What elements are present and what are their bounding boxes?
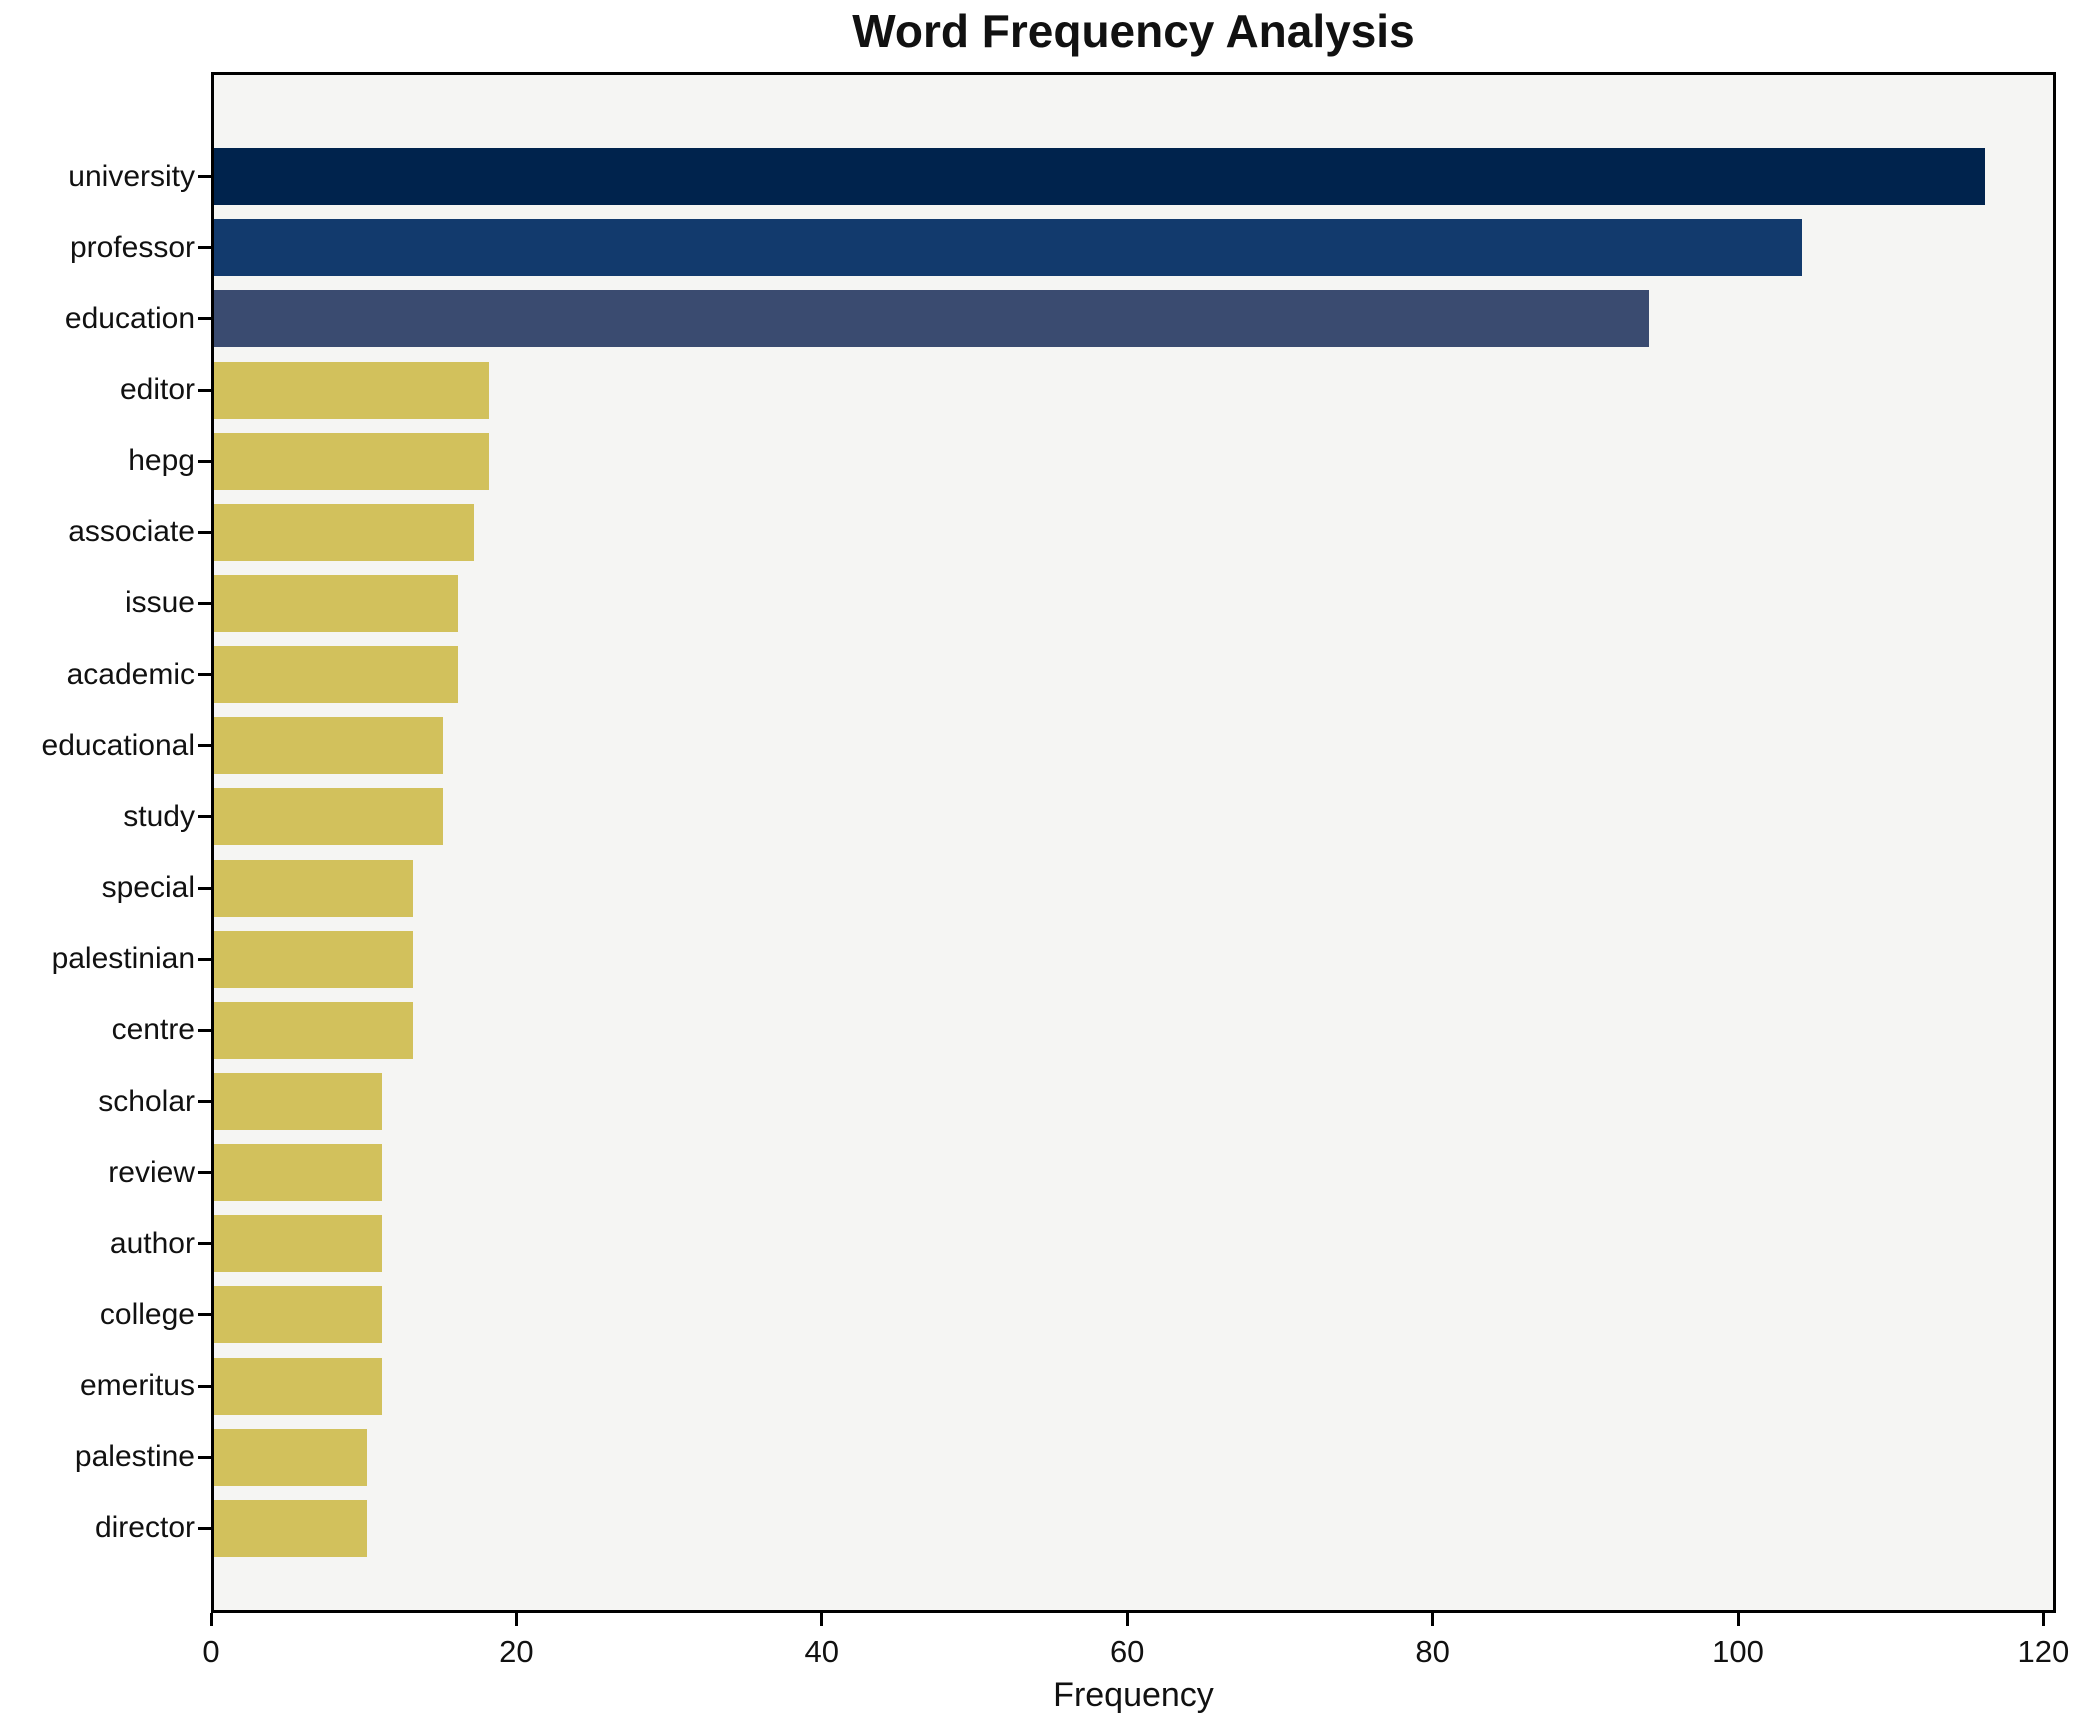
y-tick bbox=[198, 1313, 211, 1317]
x-tick-label: 40 bbox=[804, 1634, 840, 1669]
bar bbox=[214, 1357, 382, 1415]
bar bbox=[214, 1001, 413, 1059]
y-tick bbox=[198, 388, 211, 392]
y-tick bbox=[198, 886, 211, 890]
bar bbox=[214, 1428, 367, 1486]
bar bbox=[214, 432, 489, 490]
y-tick-label: education bbox=[64, 301, 195, 335]
y-tick bbox=[198, 1028, 211, 1032]
bar bbox=[214, 717, 444, 775]
bar bbox=[214, 1073, 382, 1131]
x-tick bbox=[2041, 1613, 2045, 1626]
bar bbox=[214, 574, 459, 632]
y-tick-label: director bbox=[94, 1511, 195, 1545]
x-tick bbox=[514, 1613, 518, 1626]
y-tick-label: special bbox=[101, 871, 195, 905]
x-tick-label: 120 bbox=[2017, 1634, 2070, 1669]
y-tick bbox=[198, 317, 211, 321]
x-tick bbox=[820, 1613, 824, 1626]
plot-area bbox=[211, 72, 2056, 1613]
x-tick-label: 80 bbox=[1415, 1634, 1450, 1669]
y-tick-label: centre bbox=[111, 1013, 195, 1047]
y-tick-label: college bbox=[99, 1297, 195, 1331]
y-tick bbox=[198, 601, 211, 605]
bar bbox=[214, 361, 489, 419]
y-tick-label: review bbox=[108, 1155, 195, 1189]
bar bbox=[214, 859, 413, 917]
y-tick bbox=[198, 815, 211, 819]
bar bbox=[214, 1144, 382, 1202]
y-tick-label: associate bbox=[68, 515, 195, 549]
y-tick-label: author bbox=[109, 1226, 195, 1260]
y-tick-label: issue bbox=[124, 586, 195, 620]
x-tick-label: 100 bbox=[1712, 1634, 1764, 1669]
bar bbox=[214, 930, 413, 988]
bar bbox=[214, 1215, 382, 1273]
y-tick bbox=[198, 1384, 211, 1388]
bar bbox=[214, 503, 474, 561]
bar bbox=[214, 1286, 382, 1344]
y-tick bbox=[198, 1455, 211, 1459]
y-tick-label: educational bbox=[41, 728, 195, 762]
y-tick-label: hepg bbox=[128, 444, 195, 478]
y-tick bbox=[198, 744, 211, 748]
y-tick bbox=[198, 673, 211, 677]
bar bbox=[214, 219, 1803, 277]
y-tick bbox=[198, 530, 211, 534]
y-tick bbox=[198, 175, 211, 179]
y-tick-label: study bbox=[123, 799, 195, 833]
y-tick-label: editor bbox=[119, 373, 195, 407]
bar bbox=[214, 148, 1986, 206]
y-tick-label: palestinian bbox=[51, 942, 195, 976]
bar bbox=[214, 290, 1650, 348]
y-tick-label: university bbox=[68, 159, 195, 193]
x-tick bbox=[1431, 1613, 1435, 1626]
x-tick bbox=[209, 1613, 213, 1626]
bar bbox=[214, 646, 459, 704]
x-tick-label: 60 bbox=[1109, 1634, 1145, 1669]
x-tick bbox=[1125, 1613, 1129, 1626]
bar bbox=[214, 788, 444, 846]
y-tick bbox=[198, 1171, 211, 1175]
y-tick bbox=[198, 1242, 211, 1246]
chart-title: Word Frequency Analysis bbox=[852, 5, 1415, 57]
x-axis-title: Frequency bbox=[1053, 1676, 1214, 1714]
x-tick-label: 0 bbox=[202, 1634, 220, 1669]
x-tick bbox=[1736, 1613, 1740, 1626]
y-tick bbox=[198, 459, 211, 463]
y-tick-label: academic bbox=[66, 657, 195, 691]
y-tick bbox=[198, 246, 211, 250]
y-tick bbox=[198, 1526, 211, 1530]
y-tick bbox=[198, 957, 211, 961]
bar bbox=[214, 1499, 367, 1557]
y-tick-label: emeritus bbox=[79, 1369, 195, 1403]
y-tick bbox=[198, 1100, 211, 1104]
x-tick-label: 20 bbox=[499, 1634, 534, 1669]
y-tick-label: scholar bbox=[98, 1084, 195, 1118]
y-tick-label: professor bbox=[69, 230, 195, 264]
y-tick-label: palestine bbox=[74, 1440, 195, 1474]
